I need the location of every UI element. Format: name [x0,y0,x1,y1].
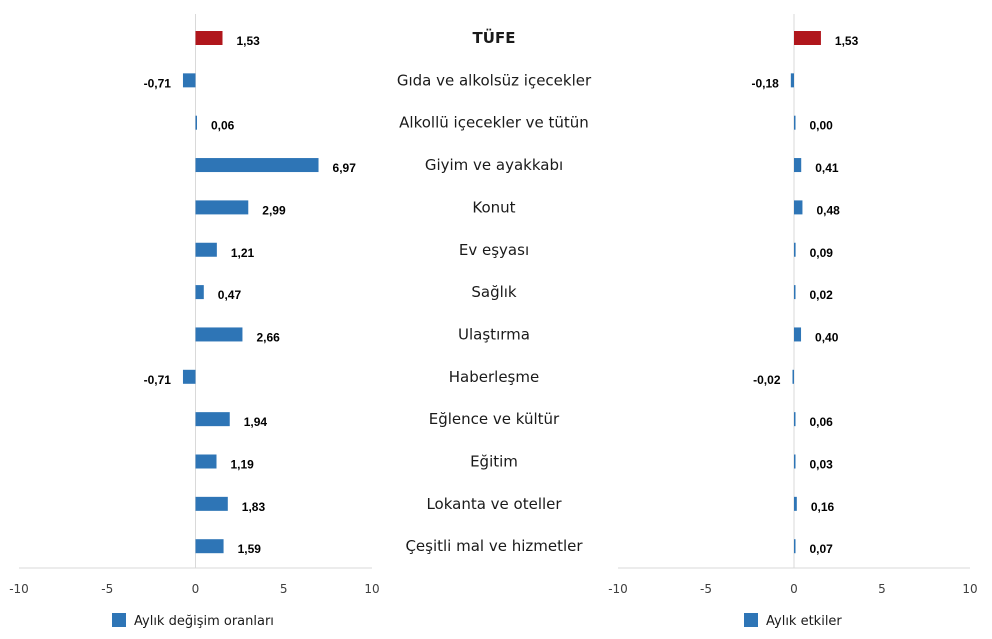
rates-bar [195,158,319,173]
rates-data-label: -0,71 [144,373,172,387]
category-label: Çeşitli mal ve hizmetler [405,537,583,555]
rates-tick-label: 10 [364,582,379,596]
effects-bar [794,158,802,173]
rates-data-label: 2,99 [262,203,286,217]
effects-data-label: 0,02 [810,288,834,302]
effects-bar [794,242,796,257]
category-label: Haberleşme [449,368,539,386]
effects-data-label: 0,40 [815,330,839,344]
effects-tick-label: 0 [790,582,798,596]
rates-legend-label: Aylık değişim oranları [134,614,274,629]
effects-data-label: 0,03 [810,458,834,472]
category-label: Alkollü içecekler ve tütün [399,114,589,132]
rates-bar [195,200,249,215]
rates-bar [195,115,197,130]
effects-tick-label: -10 [608,582,628,596]
effects-bar [790,73,794,88]
effects-bar [794,200,803,215]
effects-data-label: 0,00 [810,119,834,133]
category-label: Gıda ve alkolsüz içecekler [397,71,592,89]
category-label: Ev eşyası [459,241,529,259]
effects-tick-label: -5 [700,582,712,596]
category-label: Lokanta ve oteller [426,495,562,513]
rates-data-label: 0,47 [218,288,242,302]
category-label: Sağlık [471,283,517,301]
effects-data-label: -0,18 [751,76,779,90]
rates-bar [182,73,196,88]
effects-tick-label: 10 [962,582,977,596]
rates-data-label: 1,21 [231,246,255,260]
effects-bar [794,285,796,300]
effects-tick-label: 5 [878,582,886,596]
rates-legend-swatch [112,613,126,627]
effects-data-label: 0,07 [810,542,834,556]
category-label: TÜFE [473,28,516,47]
rates-bar [195,496,228,511]
rates-tick-label: -5 [101,582,113,596]
category-label: Ulaştırma [458,325,530,343]
rates-data-label: 1,83 [242,500,266,514]
category-label: Eğlence ve kültür [429,410,560,428]
rates-bar [195,285,204,300]
effects-bar [794,454,796,469]
effects-legend-label: Aylık etkiler [766,614,842,629]
rates-data-label: 1,19 [231,458,255,472]
rates-data-label: 1,53 [237,34,261,48]
rates-tick-label: -10 [9,582,29,596]
rates-bar [195,242,217,257]
rates-bar [195,539,224,554]
effects-data-label: 0,48 [816,203,840,217]
rates-data-label: 6,97 [333,161,357,175]
rates-bar [195,327,243,342]
rates-bar [195,412,230,427]
rates-data-label: 1,94 [244,415,268,429]
category-label: Giyim ve ayakkabı [425,156,563,174]
effects-data-label: 1,53 [835,34,859,48]
effects-bar [794,496,797,511]
rates-data-label: 0,06 [211,119,235,133]
effects-bar [794,327,802,342]
effects-bar [794,31,821,45]
rates-data-label: 2,66 [256,330,280,344]
effects-bar [794,412,796,427]
rates-tick-label: 5 [280,582,288,596]
effects-data-label: 0,09 [810,246,834,260]
effects-bar [794,539,796,554]
effects-legend-swatch [744,613,758,627]
effects-data-label: 0,16 [811,500,835,514]
effects-data-label: 0,06 [810,415,834,429]
rates-tick-label: 0 [192,582,200,596]
effects-data-label: 0,41 [815,161,839,175]
rates-bar [195,31,223,45]
effects-bar [792,369,794,384]
rates-data-label: -0,71 [144,76,172,90]
category-label: Eğitim [470,453,518,471]
rates-data-label: 1,59 [238,542,262,556]
effects-bar [794,115,796,130]
category-label: Konut [472,198,515,216]
rates-bar [182,369,196,384]
effects-data-label: -0,02 [753,373,781,387]
rates-bar [195,454,217,469]
